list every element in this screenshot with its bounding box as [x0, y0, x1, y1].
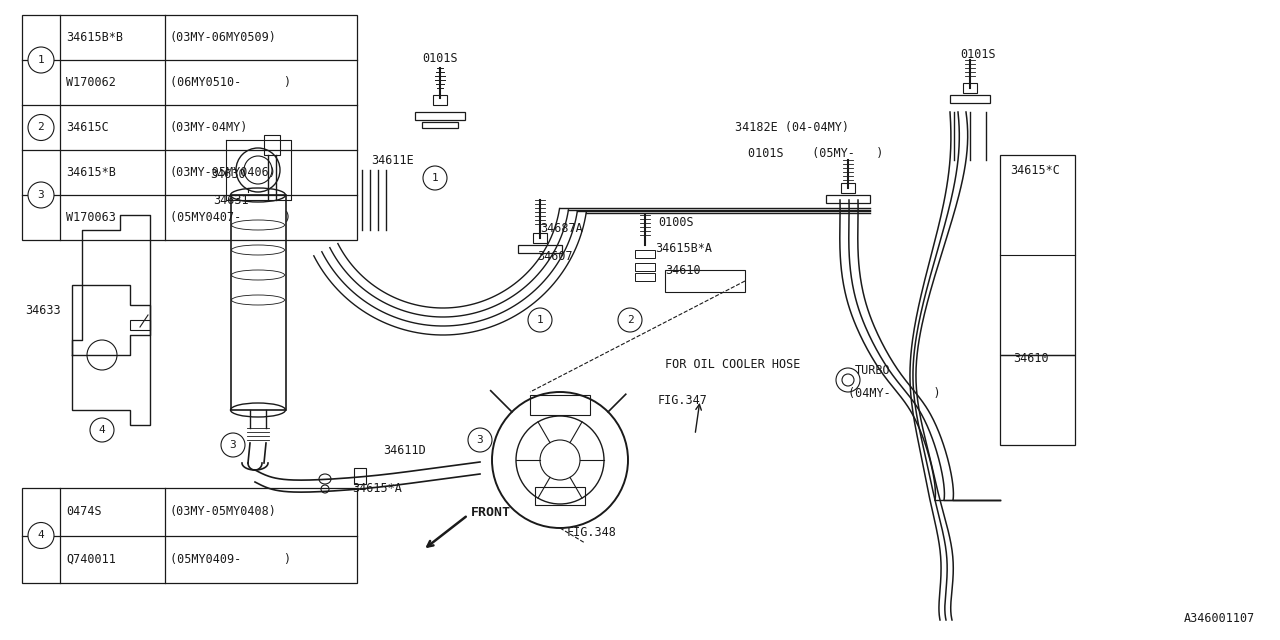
Bar — [422, 122, 458, 128]
Text: (03MY-05MY0408): (03MY-05MY0408) — [170, 505, 276, 518]
Bar — [22, 488, 357, 583]
Circle shape — [28, 522, 54, 548]
Bar — [963, 83, 977, 93]
Text: 3: 3 — [476, 435, 484, 445]
Text: 34615B*A: 34615B*A — [655, 241, 712, 255]
Bar — [1000, 155, 1075, 355]
Bar — [635, 273, 655, 281]
Circle shape — [28, 47, 54, 73]
Text: 34615*C: 34615*C — [1010, 163, 1060, 177]
Bar — [415, 112, 465, 120]
Text: 34615*B: 34615*B — [67, 166, 116, 179]
Text: 4: 4 — [37, 531, 45, 541]
Text: (04MY-      ): (04MY- ) — [849, 387, 941, 399]
Bar — [355, 468, 366, 484]
Bar — [264, 135, 280, 155]
Text: (05MY0409-      ): (05MY0409- ) — [170, 553, 291, 566]
Bar — [666, 270, 745, 292]
Text: 1: 1 — [536, 315, 544, 325]
Text: (03MY-06MY0509): (03MY-06MY0509) — [170, 31, 276, 44]
Text: 3: 3 — [37, 190, 45, 200]
Text: 2: 2 — [627, 315, 634, 325]
Text: 34687A: 34687A — [540, 221, 582, 234]
Circle shape — [28, 115, 54, 141]
Bar — [518, 245, 562, 253]
Text: 4: 4 — [99, 425, 105, 435]
Text: 34610: 34610 — [666, 264, 700, 276]
Bar — [530, 395, 590, 415]
Text: 34615B*B: 34615B*B — [67, 31, 123, 44]
Bar — [131, 320, 150, 330]
Text: (05MY0407-      ): (05MY0407- ) — [170, 211, 291, 224]
Text: 0101S: 0101S — [422, 51, 458, 65]
Text: TURBO: TURBO — [855, 364, 891, 376]
Bar — [826, 195, 870, 203]
Text: FOR OIL COOLER HOSE: FOR OIL COOLER HOSE — [666, 358, 800, 371]
Text: W170062: W170062 — [67, 76, 116, 89]
Text: FIG.347: FIG.347 — [658, 394, 708, 406]
Text: 34615*A: 34615*A — [352, 481, 402, 495]
Text: 0101S    (05MY-   ): 0101S (05MY- ) — [748, 147, 883, 159]
Text: 34610: 34610 — [1012, 351, 1048, 365]
Text: 1: 1 — [37, 55, 45, 65]
Bar — [22, 15, 357, 240]
Text: 0474S: 0474S — [67, 505, 101, 518]
Bar — [433, 95, 447, 105]
Circle shape — [221, 433, 244, 457]
Text: (03MY-05MY0406): (03MY-05MY0406) — [170, 166, 276, 179]
Text: FIG.348: FIG.348 — [567, 525, 617, 538]
Circle shape — [618, 308, 643, 332]
Bar — [950, 95, 989, 103]
Circle shape — [529, 308, 552, 332]
Text: 34611E: 34611E — [371, 154, 413, 166]
Circle shape — [468, 428, 492, 452]
Text: 34182E (04-04MY): 34182E (04-04MY) — [735, 122, 849, 134]
Circle shape — [28, 182, 54, 208]
Text: 34607: 34607 — [538, 250, 572, 264]
Text: 2: 2 — [37, 122, 45, 132]
Text: (03MY-04MY): (03MY-04MY) — [170, 121, 248, 134]
Text: Q740011: Q740011 — [67, 553, 116, 566]
Text: 34631: 34631 — [212, 193, 248, 207]
Text: 34615C: 34615C — [67, 121, 109, 134]
Bar — [841, 183, 855, 193]
Bar — [230, 195, 285, 410]
Text: 34611D: 34611D — [383, 444, 426, 456]
Text: 1: 1 — [431, 173, 438, 183]
Text: A346001107: A346001107 — [1184, 612, 1254, 625]
Text: FRONT: FRONT — [471, 506, 511, 520]
Text: W170063: W170063 — [67, 211, 116, 224]
Circle shape — [90, 418, 114, 442]
Circle shape — [422, 166, 447, 190]
Bar — [635, 250, 655, 258]
Bar — [532, 233, 547, 243]
Text: 34633: 34633 — [26, 303, 60, 317]
Text: 0101S: 0101S — [960, 49, 996, 61]
Bar — [1000, 355, 1075, 445]
Text: 3: 3 — [229, 440, 237, 450]
Bar — [635, 263, 655, 271]
Text: (06MY0510-      ): (06MY0510- ) — [170, 76, 291, 89]
Text: 0100S: 0100S — [658, 216, 694, 228]
Bar — [535, 487, 585, 505]
Text: 34630: 34630 — [210, 168, 246, 182]
